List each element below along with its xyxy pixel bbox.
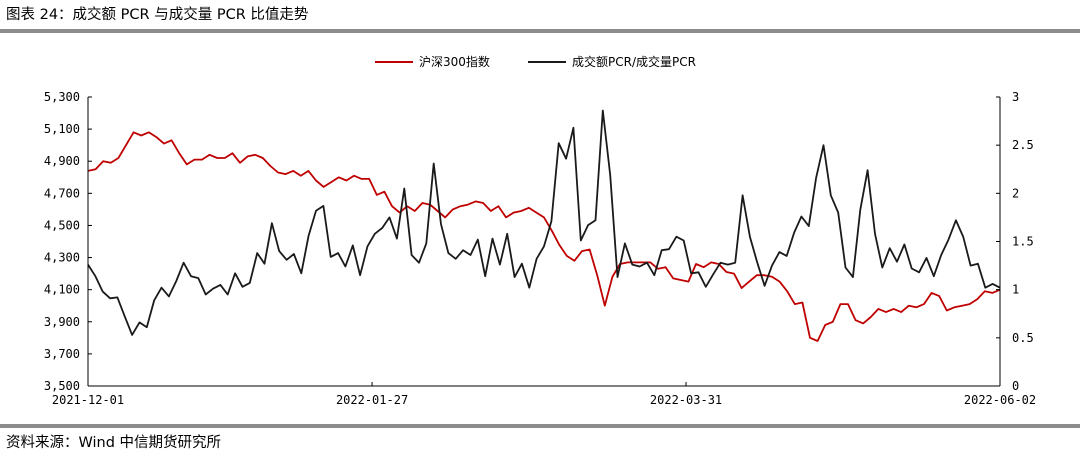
header-rule bbox=[0, 29, 1080, 33]
legend-label-1: 沪深300指数 bbox=[419, 54, 490, 69]
right-axis-tick-label: 3 bbox=[1012, 90, 1019, 104]
series-line-2 bbox=[87, 109, 1001, 336]
left-axis-tick-label: 4,900 bbox=[44, 154, 80, 168]
left-axis-tick-label: 3,900 bbox=[44, 315, 80, 329]
series-layer bbox=[87, 109, 1001, 342]
axes-layer: 3,500 3,700 3,900 4,100 4,300 4,500 4,700 4,900… bbox=[44, 90, 1036, 407]
series-line-1 bbox=[87, 131, 1001, 342]
left-axis-tick-label: 3,700 bbox=[44, 347, 80, 361]
chart-legend: 沪深300指数 成交额PCR/成交量PCR bbox=[375, 54, 696, 69]
x-axis-tick-label: 2022-03-31 bbox=[650, 393, 722, 407]
x-axis-tick-label: 2022-01-27 bbox=[336, 393, 408, 407]
source-note: 资料来源：Wind 中信期货研究所 bbox=[6, 435, 222, 451]
left-axis-tick-label: 3,500 bbox=[44, 379, 80, 393]
left-axis-tick-label: 4,500 bbox=[44, 218, 80, 232]
footer-rule bbox=[0, 424, 1080, 428]
right-axis-tick-label: 1.5 bbox=[1012, 235, 1034, 249]
x-axis-tick-label: 2022-06-02 bbox=[964, 393, 1036, 407]
legend-label-2: 成交额PCR/成交量PCR bbox=[572, 54, 696, 69]
page-title: 图表 24：成交额 PCR 与成交量 PCR 比值走势 bbox=[6, 7, 309, 23]
x-axis-tick-label: 2021-12-01 bbox=[52, 393, 124, 407]
left-axis-tick-label: 5,100 bbox=[44, 122, 80, 136]
left-axis-tick-label: 4,300 bbox=[44, 251, 80, 265]
right-axis-tick-label: 2 bbox=[1012, 186, 1019, 200]
left-axis-tick-label: 4,700 bbox=[44, 186, 80, 200]
left-axis-tick-label: 5,300 bbox=[44, 90, 80, 104]
right-axis-tick-label: 2.5 bbox=[1012, 138, 1034, 152]
right-axis-tick-label: 1 bbox=[1012, 283, 1019, 297]
right-axis-tick-label: 0.5 bbox=[1012, 331, 1034, 345]
left-axis-tick-label: 4,100 bbox=[44, 283, 80, 297]
right-axis-tick-label: 0 bbox=[1012, 379, 1019, 393]
